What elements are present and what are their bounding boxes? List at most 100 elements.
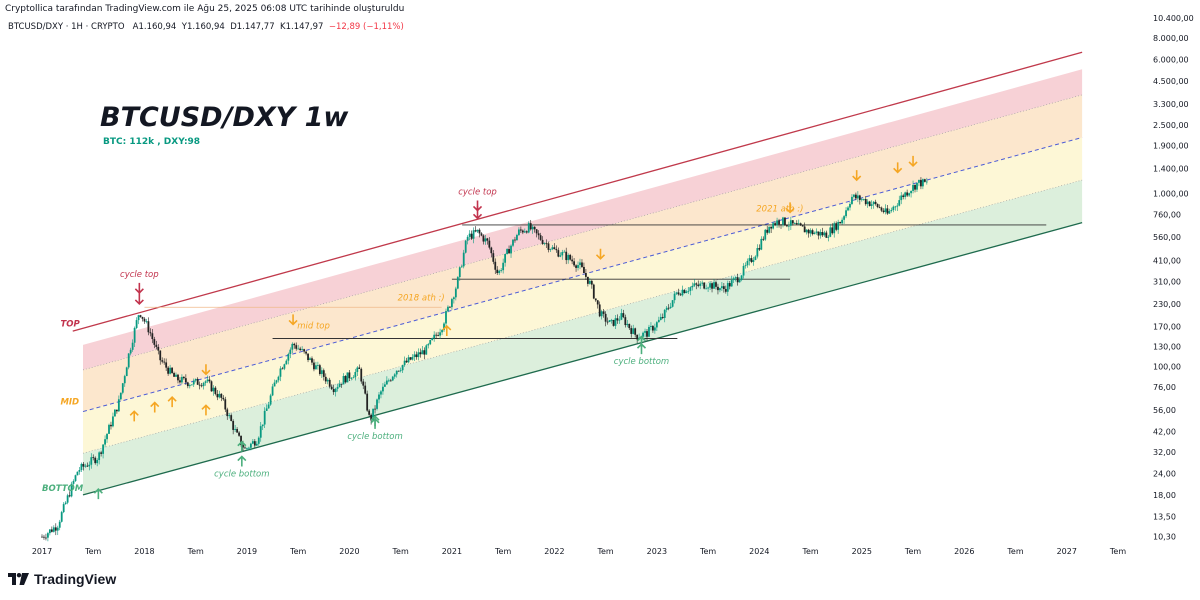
- candle-body: [236, 429, 238, 433]
- candle-body: [655, 322, 658, 328]
- orange-down-arrow-icon: [595, 248, 606, 260]
- candle-body: [784, 217, 786, 226]
- candle-body: [232, 420, 235, 430]
- candle-body: [592, 284, 595, 299]
- orange-down-arrow-icon: [893, 162, 903, 174]
- candle-body: [96, 459, 99, 464]
- candle-body: [827, 236, 830, 238]
- symbol-name[interactable]: BTCUSD/DXY · 1H · CRYPTO: [8, 22, 125, 32]
- candle-body: [697, 284, 700, 286]
- candle-body: [819, 232, 822, 236]
- annotation-label-0: cycle top: [120, 270, 159, 280]
- candle-body: [251, 441, 254, 444]
- candle-body: [212, 387, 215, 392]
- candle-body: [620, 313, 623, 320]
- candle-body: [916, 182, 918, 190]
- candle-body: [374, 408, 376, 410]
- y-tick-label: 760,00: [1153, 210, 1181, 219]
- channel-upper-line: [72, 51, 1083, 332]
- candle-body: [868, 201, 871, 206]
- candle-body: [918, 179, 920, 183]
- candle-body: [224, 399, 227, 410]
- candle-body: [338, 383, 341, 388]
- candle-body: [912, 184, 914, 191]
- candle-body: [74, 475, 77, 481]
- candle-body: [480, 233, 483, 236]
- high-value: Y1.160,94: [181, 22, 225, 32]
- candle-body: [508, 248, 510, 254]
- candle-body: [106, 433, 108, 440]
- candle-body: [922, 179, 924, 187]
- candle-body: [395, 370, 398, 375]
- candle-body: [234, 429, 237, 430]
- candle-body: [884, 208, 887, 213]
- chart-title: BTCUSD/DXY 1w: [100, 102, 349, 133]
- y-tick-label: 10,30: [1153, 533, 1176, 542]
- candle-body: [795, 223, 798, 225]
- candle-body: [248, 447, 250, 449]
- candle-body: [271, 386, 274, 396]
- band-label-mid: MID: [60, 398, 79, 408]
- close-value: K1.147,97: [280, 22, 324, 32]
- candle-body: [253, 441, 256, 446]
- candle-body: [642, 332, 644, 337]
- candle-body: [563, 251, 566, 253]
- candle-body: [433, 334, 436, 339]
- candle-body: [772, 223, 775, 229]
- candle-body: [301, 349, 304, 350]
- candle-body: [652, 326, 654, 331]
- candle-body: [669, 306, 672, 308]
- candle-body: [809, 230, 812, 234]
- candle-body: [425, 345, 428, 355]
- candle-body: [906, 192, 909, 196]
- candle-body: [149, 332, 152, 334]
- candle-body: [332, 388, 335, 393]
- candle-body: [242, 444, 244, 448]
- tradingview-logo[interactable]: TradingView: [8, 571, 116, 587]
- candle-body: [387, 380, 390, 382]
- candle-body: [313, 362, 315, 370]
- candle-body: [616, 318, 619, 321]
- x-tick-label: 2020: [339, 547, 359, 556]
- candle-body: [336, 387, 339, 389]
- candle-body: [776, 220, 778, 225]
- candle-body: [667, 307, 670, 309]
- candle-body: [263, 410, 266, 425]
- candle-body: [303, 349, 306, 352]
- candle-body: [427, 344, 430, 346]
- candle-body: [695, 283, 698, 285]
- candle-body: [494, 261, 497, 270]
- candle-body: [431, 338, 434, 341]
- candle-body: [817, 231, 820, 236]
- y-tick-label: 230,00: [1153, 300, 1181, 309]
- x-tick-label: Tem: [596, 547, 613, 556]
- x-tick-label: Tem: [289, 547, 306, 556]
- candle-body: [594, 298, 597, 301]
- candle-body: [346, 372, 349, 383]
- candle-body: [492, 253, 495, 262]
- candle-body: [770, 226, 773, 229]
- candle-body: [787, 225, 790, 227]
- candle-body: [815, 231, 818, 233]
- candle-body: [66, 495, 69, 503]
- candle-body: [565, 251, 568, 261]
- candle-body: [799, 223, 802, 226]
- candle-body: [630, 328, 633, 334]
- candle-body: [60, 512, 63, 522]
- candle-body: [813, 232, 816, 235]
- open-value: A1.160,94: [132, 22, 177, 32]
- candle-body: [764, 229, 767, 240]
- candle-body: [198, 384, 201, 386]
- candle-body: [161, 360, 164, 362]
- candle-body: [650, 326, 652, 327]
- candle-body: [839, 221, 842, 224]
- candle-body: [155, 344, 158, 347]
- y-tick-label: 410,00: [1153, 257, 1181, 266]
- symbol-info-bar[interactable]: BTCUSD/DXY · 1H · CRYPTO A1.160,94 Y1.16…: [8, 22, 404, 32]
- candle-body: [326, 379, 329, 382]
- candle-body: [399, 370, 402, 372]
- candle-body: [504, 254, 507, 263]
- candle-body: [265, 408, 268, 411]
- green-up-arrow-icon: [370, 415, 380, 427]
